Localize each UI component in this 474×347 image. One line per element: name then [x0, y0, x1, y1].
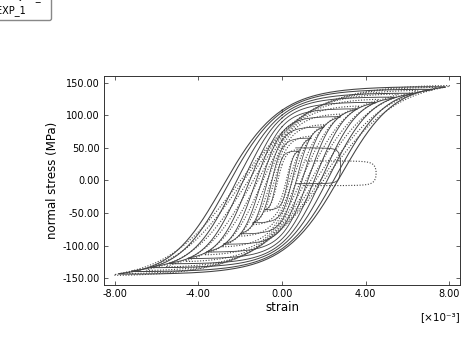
X-axis label: strain: strain: [265, 301, 299, 314]
Y-axis label: normal stress (MPa): normal stress (MPa): [46, 122, 59, 239]
Text: [×10⁻³]: [×10⁻³]: [420, 312, 460, 322]
Legend: ABAQUS_1, EXP_1: ABAQUS_1, EXP_1: [0, 0, 52, 20]
